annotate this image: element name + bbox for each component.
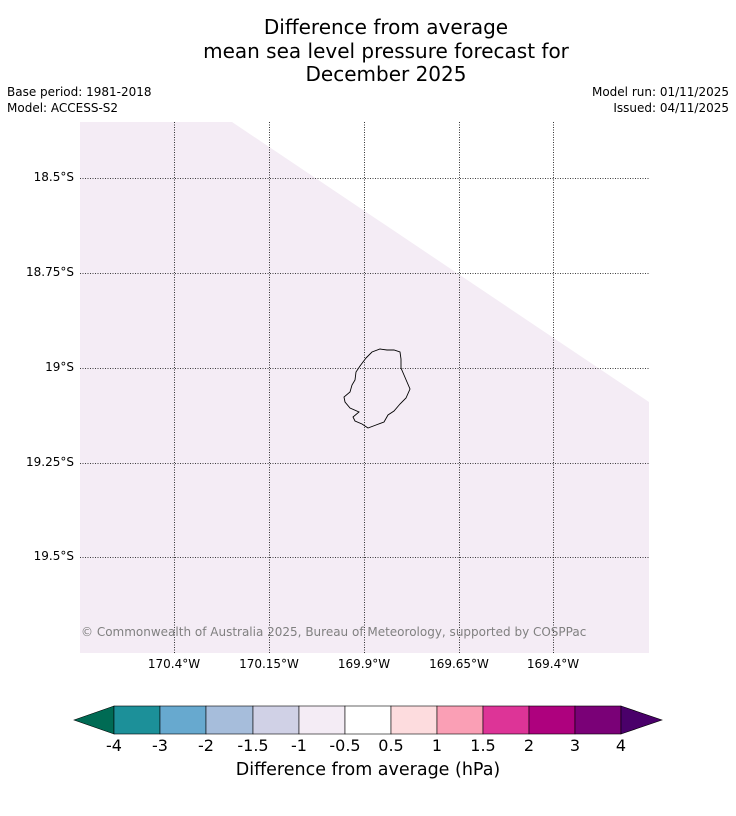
chart-title: Difference from average mean sea level p…: [0, 15, 736, 87]
title-line-3: December 2025: [305, 62, 467, 86]
latitude-label: 19°S: [45, 360, 74, 374]
colorbar-swatch: [252, 705, 300, 735]
colorbar-over-arrow: [620, 705, 663, 735]
title-line-1: Difference from average: [263, 15, 509, 39]
base-period-text: Base period: 1981-2018: [7, 85, 152, 99]
gridlines: [80, 122, 649, 653]
colorbar-swatch: [436, 705, 484, 735]
colorbar-swatch: [482, 705, 530, 735]
colorbar-swatch: [298, 705, 346, 735]
colorbar-swatch: [574, 705, 622, 735]
latitude-label: 18.75°S: [26, 265, 74, 279]
longitude-label: 169.9°W: [337, 657, 391, 671]
colorbar-title: Difference from average (hPa): [235, 760, 501, 780]
colorbar-under-arrow: [73, 705, 115, 735]
colorbar-tick-label: 0.5: [378, 736, 404, 755]
colorbar-tick-label: -1.5: [237, 736, 269, 755]
colorbar: [73, 705, 663, 735]
island-coastline: [343, 348, 411, 429]
longitude-label: 169.4°W: [526, 657, 580, 671]
model-text: Model: ACCESS-S2: [7, 101, 119, 115]
colorbar-tick-label: 4: [615, 736, 627, 755]
colorbar-tick-label: -1: [291, 736, 307, 755]
model-run-text: Model run: 01/11/2025: [591, 85, 729, 99]
colorbar-swatch: [390, 705, 438, 735]
colorbar-tick-label: 1: [431, 736, 443, 755]
copyright-notice: © Commonwealth of Australia 2025, Bureau…: [81, 625, 587, 639]
colorbar-swatch: [205, 705, 254, 735]
colorbar-tick-label: 2: [523, 736, 535, 755]
longitude-label: 170.4°W: [147, 657, 201, 671]
latitude-label: 19.5°S: [33, 549, 74, 563]
issued-text: Issued: 04/11/2025: [613, 101, 729, 115]
meta-left: Base period: 1981-2018 Model: ACCESS-S2: [7, 84, 152, 116]
colorbar-swatch: [159, 705, 207, 735]
longitude-label: 170.15°W: [239, 657, 299, 671]
meta-right: Model run: 01/11/2025 Issued: 04/11/2025: [592, 84, 729, 116]
latitude-label: 19.25°S: [26, 455, 74, 469]
colorbar-swatch: [528, 705, 576, 735]
colorbar-tick-label: 1.5: [470, 736, 496, 755]
longitude-label: 169.65°W: [429, 657, 489, 671]
colorbar-tick-label: -2: [198, 736, 214, 755]
colorbar-tick-label: -0.5: [329, 736, 361, 755]
colorbar-swatch: [344, 705, 392, 735]
colorbar-swatch: [113, 705, 161, 735]
colorbar-tick-label: 3: [569, 736, 581, 755]
colorbar-tick-label: -3: [152, 736, 168, 755]
latitude-label: 18.5°S: [33, 170, 74, 184]
title-line-2: mean sea level pressure forecast for: [203, 38, 569, 63]
colorbar-tick-label: -4: [106, 736, 122, 755]
